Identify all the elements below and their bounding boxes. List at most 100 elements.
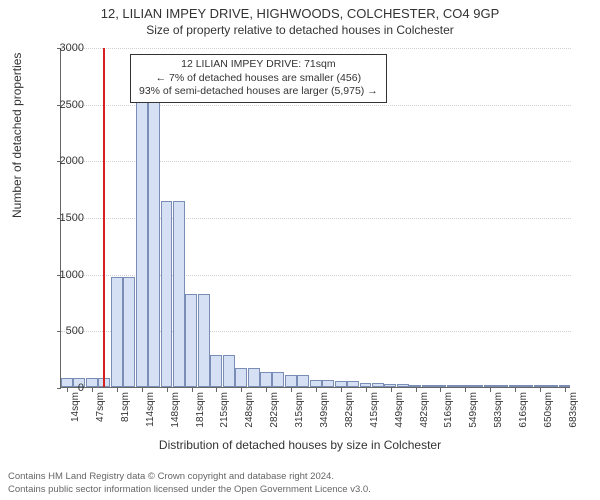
histogram-bar bbox=[86, 378, 98, 387]
histogram-bar bbox=[223, 355, 235, 387]
xtick-mark bbox=[241, 388, 242, 392]
xtick-label: 181sqm bbox=[195, 392, 206, 428]
histogram-bar bbox=[310, 380, 322, 387]
histogram-bar bbox=[173, 201, 185, 387]
histogram-bar bbox=[409, 385, 421, 387]
xtick-label: 382sqm bbox=[344, 392, 355, 428]
grid-line bbox=[61, 48, 571, 49]
chart-subtitle: Size of property relative to detached ho… bbox=[0, 21, 600, 37]
histogram-bar bbox=[161, 201, 173, 387]
histogram-bar bbox=[360, 383, 372, 387]
histogram-bar bbox=[235, 368, 247, 387]
histogram-bar bbox=[459, 385, 471, 387]
y-axis-label: Number of detached properties bbox=[10, 53, 24, 218]
xtick-mark bbox=[92, 388, 93, 392]
xtick-mark bbox=[216, 388, 217, 392]
annotation-line2: ← 7% of detached houses are smaller (456… bbox=[139, 72, 378, 86]
histogram-bar bbox=[384, 384, 396, 387]
chart-title: 12, LILIAN IMPEY DRIVE, HIGHWOODS, COLCH… bbox=[0, 0, 600, 21]
xtick-mark bbox=[540, 388, 541, 392]
xtick-label: 683sqm bbox=[568, 392, 579, 428]
xtick-label: 650sqm bbox=[543, 392, 554, 428]
histogram-bar bbox=[447, 385, 459, 387]
xtick-label: 282sqm bbox=[269, 392, 280, 428]
histogram-bar bbox=[347, 381, 359, 387]
ytick-label: 1500 bbox=[44, 212, 84, 224]
histogram-bar bbox=[210, 355, 222, 387]
xtick-label: 315sqm bbox=[294, 392, 305, 428]
xtick-mark bbox=[266, 388, 267, 392]
histogram-bar bbox=[509, 385, 521, 387]
xtick-label: 47sqm bbox=[95, 392, 106, 422]
footer-line2: Contains public sector information licen… bbox=[8, 484, 371, 496]
chart-area: 14sqm47sqm81sqm114sqm148sqm181sqm215sqm2… bbox=[60, 48, 570, 388]
xtick-mark bbox=[142, 388, 143, 392]
xtick-label: 114sqm bbox=[145, 392, 156, 427]
histogram-bar bbox=[123, 277, 135, 387]
xtick-mark bbox=[515, 388, 516, 392]
ytick-label: 500 bbox=[44, 325, 84, 337]
xtick-label: 516sqm bbox=[443, 392, 454, 428]
xtick-mark bbox=[291, 388, 292, 392]
histogram-bar bbox=[260, 372, 272, 387]
xtick-label: 349sqm bbox=[319, 392, 330, 428]
histogram-bar bbox=[471, 385, 483, 387]
ytick-label: 2000 bbox=[44, 155, 84, 167]
histogram-bar bbox=[335, 381, 347, 387]
histogram-bar bbox=[272, 372, 284, 387]
xtick-mark bbox=[565, 388, 566, 392]
xtick-mark bbox=[192, 388, 193, 392]
ytick-label: 1000 bbox=[44, 269, 84, 281]
xtick-label: 81sqm bbox=[120, 392, 131, 422]
ytick-label: 2500 bbox=[44, 99, 84, 111]
xtick-label: 583sqm bbox=[493, 392, 504, 428]
xtick-mark bbox=[117, 388, 118, 392]
ytick-label: 3000 bbox=[44, 42, 84, 54]
xtick-mark bbox=[341, 388, 342, 392]
histogram-bar bbox=[484, 385, 496, 387]
histogram-bar bbox=[185, 294, 197, 387]
footer-line1: Contains HM Land Registry data © Crown c… bbox=[8, 471, 371, 483]
xtick-mark bbox=[465, 388, 466, 392]
footer-attribution: Contains HM Land Registry data © Crown c… bbox=[8, 471, 371, 496]
xtick-label: 482sqm bbox=[419, 392, 430, 428]
ytick-label: 0 bbox=[44, 382, 84, 394]
xtick-mark bbox=[440, 388, 441, 392]
annotation-line1: 12 LILIAN IMPEY DRIVE: 71sqm bbox=[139, 58, 378, 72]
xtick-mark bbox=[391, 388, 392, 392]
xtick-mark bbox=[366, 388, 367, 392]
histogram-bar bbox=[136, 64, 148, 387]
xtick-mark bbox=[316, 388, 317, 392]
histogram-bar bbox=[422, 385, 434, 387]
histogram-bar bbox=[397, 384, 409, 387]
xtick-label: 449sqm bbox=[394, 392, 405, 428]
xtick-label: 415sqm bbox=[369, 392, 380, 428]
xtick-label: 616sqm bbox=[518, 392, 529, 428]
xtick-label: 14sqm bbox=[70, 392, 81, 422]
xtick-label: 148sqm bbox=[170, 392, 181, 428]
xtick-label: 215sqm bbox=[219, 392, 230, 428]
histogram-bar bbox=[111, 277, 123, 387]
histogram-bar bbox=[521, 385, 533, 387]
histogram-bar bbox=[297, 375, 309, 387]
histogram-bar bbox=[198, 294, 210, 387]
xtick-mark bbox=[167, 388, 168, 392]
histogram-bar bbox=[546, 385, 558, 387]
xtick-label: 248sqm bbox=[244, 392, 255, 428]
xtick-mark bbox=[416, 388, 417, 392]
histogram-bar bbox=[285, 375, 297, 387]
histogram-bar bbox=[372, 383, 384, 387]
histogram-bar bbox=[148, 64, 160, 387]
histogram-bar bbox=[534, 385, 546, 387]
histogram-bar bbox=[248, 368, 260, 387]
x-axis-label: Distribution of detached houses by size … bbox=[0, 438, 600, 452]
xtick-label: 549sqm bbox=[468, 392, 479, 428]
histogram-bar bbox=[434, 385, 446, 387]
histogram-bar bbox=[322, 380, 334, 387]
property-marker-line bbox=[103, 48, 105, 387]
histogram-bar bbox=[559, 385, 571, 387]
annotation-line3: 93% of semi-detached houses are larger (… bbox=[139, 85, 378, 99]
histogram-bar bbox=[496, 385, 508, 387]
xtick-mark bbox=[490, 388, 491, 392]
annotation-box: 12 LILIAN IMPEY DRIVE: 71sqm ← 7% of det… bbox=[130, 54, 387, 103]
